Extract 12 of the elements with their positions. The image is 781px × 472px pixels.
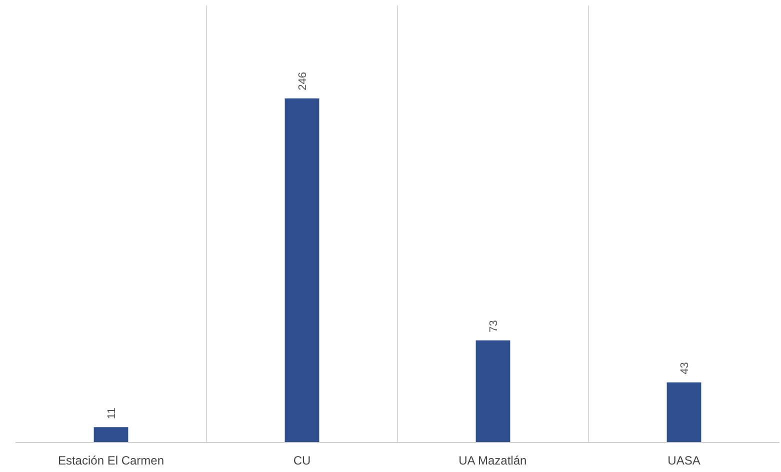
x-tick-label: Estación El Carmen <box>58 454 164 468</box>
x-tick-label: UA Mazatlán <box>458 454 527 468</box>
x-tick-label: CU <box>293 454 311 468</box>
data-label: 73 <box>488 320 500 332</box>
bar <box>476 340 510 442</box>
bar <box>284 98 320 442</box>
data-label: 43 <box>679 362 691 374</box>
data-label: 246 <box>297 72 309 90</box>
bar <box>94 427 128 442</box>
data-label: 11 <box>106 408 118 420</box>
x-tick-label: UASA <box>668 454 700 468</box>
bar <box>666 382 702 442</box>
